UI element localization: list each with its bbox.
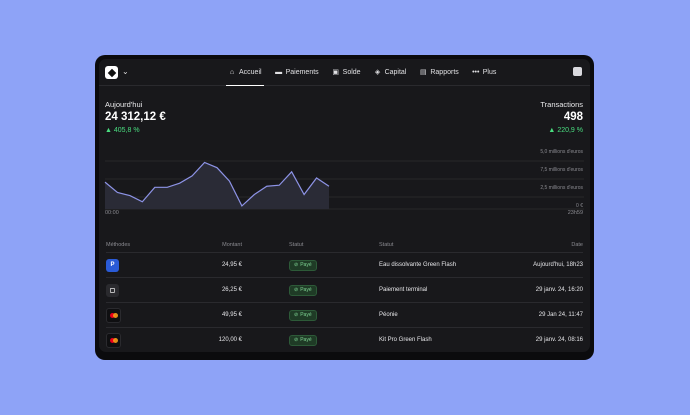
x-tick-label: 23h59 xyxy=(567,210,583,216)
table-row[interactable]: ▢ 26,25 € ⊘ Payé Paiement terminal 29 jan… xyxy=(106,278,583,303)
description-cell: Péonie xyxy=(379,312,398,318)
profile-icon[interactable] xyxy=(573,67,582,76)
status-label: Payé xyxy=(300,337,312,343)
mastercard-icon xyxy=(106,307,121,323)
status-label: Payé xyxy=(300,287,312,293)
date-cell: 29 Jan 24, 11:47 xyxy=(538,312,583,318)
capital-icon: ◈ xyxy=(374,69,381,76)
nav-item-accueil[interactable]: ⌂ Accueil xyxy=(226,59,264,86)
chevron-down-icon[interactable]: ⌄ xyxy=(122,67,129,76)
header-amount[interactable]: Montant xyxy=(222,241,242,248)
status-cell: ⊘ Payé xyxy=(289,253,317,277)
y-tick-label: 5,0 millions d'euros xyxy=(540,149,583,155)
description-cell: Kit Pro Green Flash xyxy=(379,337,432,343)
more-icon: ••• xyxy=(472,68,480,76)
nav-item-paiements[interactable]: ▬ Paiements xyxy=(273,59,321,85)
date-cell: Aujourd'hui, 18h23 xyxy=(533,262,583,268)
chart-line xyxy=(104,161,330,207)
home-icon: ⌂ xyxy=(229,68,235,76)
transactions-change-value: 220,9 % xyxy=(557,127,583,134)
logo-icon[interactable] xyxy=(105,66,118,79)
header-description[interactable]: Statut xyxy=(379,241,394,248)
amount-cell: 120,00 € xyxy=(218,337,242,343)
y-tick-label: 2,5 millions d'euros xyxy=(540,185,583,191)
status-cell: ⊘ Payé xyxy=(289,328,317,352)
amount-cell: 26,25 € xyxy=(221,287,242,293)
status-badge: ⊘ Payé xyxy=(289,284,317,296)
header-status[interactable]: Statut xyxy=(289,241,304,248)
status-cell: ⊘ Payé xyxy=(289,278,317,302)
amount-cell: 49,95 € xyxy=(221,312,242,318)
method-cell: ▢ xyxy=(106,278,119,302)
chart-area xyxy=(105,162,329,209)
chart-svg xyxy=(104,160,584,210)
nav-item-label: Rapports xyxy=(430,68,459,76)
transactions-change: ▲ 220,9 % xyxy=(548,127,583,134)
header-date[interactable]: Date xyxy=(571,241,583,248)
table-row[interactable]: 120,00 € ⊘ Payé Kit Pro Green Flash 29 ja… xyxy=(106,328,583,352)
check-icon: ⊘ xyxy=(294,337,299,343)
nav-item-capital[interactable]: ◈ Capital xyxy=(372,59,409,85)
paypal-icon: P xyxy=(106,258,119,272)
check-icon: ⊘ xyxy=(294,312,299,318)
x-tick-label: 00:00 xyxy=(105,210,119,216)
today-label: Aujourd'hui xyxy=(105,100,143,109)
table-row[interactable]: P 24,95 € ⊘ Payé Eau dissolvante Green Fl… xyxy=(106,253,583,278)
check-icon: ⊘ xyxy=(294,287,299,293)
nav-item-rapports[interactable]: ▤ Rapports xyxy=(417,59,460,85)
top-navigation-bar: ⌄ ⌂ Accueil ▬ Paiements ▣ Solde ◈ Capita… xyxy=(99,59,590,86)
transactions-value: 498 xyxy=(563,111,583,123)
today-value: 24 312,12 € xyxy=(105,111,166,123)
nav-item-label: Paiements xyxy=(285,68,319,76)
method-cell: P xyxy=(106,253,119,277)
today-change: ▲ 405,8 % xyxy=(105,127,140,134)
nav-item-solde[interactable]: ▣ Solde xyxy=(330,59,363,85)
status-badge: ⊘ Payé xyxy=(289,334,317,346)
payments-icon: ▬ xyxy=(275,68,283,76)
dashboard-screen: ⌄ ⌂ Accueil ▬ Paiements ▣ Solde ◈ Capita… xyxy=(99,59,590,352)
date-cell: 29 janv. 24, 08:16 xyxy=(535,337,583,343)
status-badge: ⊘ Payé xyxy=(289,259,317,271)
nav-item-plus[interactable]: ••• Plus xyxy=(470,59,499,85)
terminal-icon: ▢ xyxy=(106,283,119,297)
main-nav: ⌂ Accueil ▬ Paiements ▣ Solde ◈ Capital … xyxy=(226,59,499,86)
reports-icon: ▤ xyxy=(420,69,427,76)
transactions-label: Transactions xyxy=(540,100,583,109)
description-cell: Paiement terminal xyxy=(379,287,428,293)
y-tick-label: 0 € xyxy=(576,203,583,209)
table-row[interactable]: 49,95 € ⊘ Payé Péonie 29 Jan 24, 11:47 xyxy=(106,303,583,328)
method-cell xyxy=(106,303,121,327)
header-method[interactable]: Méthodes xyxy=(106,241,131,248)
status-cell: ⊘ Payé xyxy=(289,303,317,327)
status-label: Payé xyxy=(300,262,312,268)
nav-item-label: Accueil xyxy=(239,68,262,76)
nav-item-label: Solde xyxy=(342,68,361,76)
revenue-chart: 5,0 millions d'euros 7,5 millions d'euro… xyxy=(99,143,590,218)
mastercard-icon xyxy=(106,332,121,348)
amount-cell: 24,95 € xyxy=(221,262,242,268)
method-cell xyxy=(106,328,121,352)
y-tick-label: 7,5 millions d'euros xyxy=(540,167,583,173)
trend-up-icon: ▲ xyxy=(105,127,112,134)
balance-icon: ▣ xyxy=(332,69,339,76)
status-label: Payé xyxy=(300,312,312,318)
trend-up-icon: ▲ xyxy=(548,127,556,134)
nav-item-label: Plus xyxy=(482,68,497,76)
nav-item-label: Capital xyxy=(384,68,407,76)
today-change-value: 405,8 % xyxy=(113,127,140,134)
dashboard-frame: ⌄ ⌂ Accueil ▬ Paiements ▣ Solde ◈ Capita… xyxy=(95,55,594,360)
check-icon: ⊘ xyxy=(294,262,299,268)
date-cell: 29 janv. 24, 16:20 xyxy=(535,287,583,293)
description-cell: Eau dissolvante Green Flash xyxy=(379,262,457,268)
table-header: Méthodes Montant Statut Statut Date xyxy=(106,237,583,253)
transactions-table: Méthodes Montant Statut Statut Date P 24… xyxy=(106,237,583,352)
status-badge: ⊘ Payé xyxy=(289,309,317,321)
